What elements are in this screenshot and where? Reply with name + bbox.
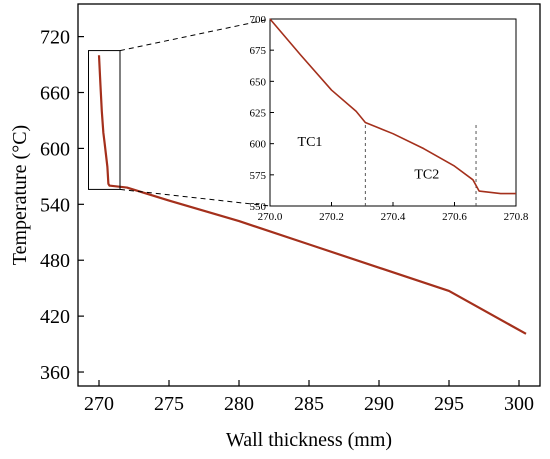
inset-x-tick-label: 270.8 bbox=[504, 211, 529, 223]
y-tick-label: 600 bbox=[40, 138, 70, 160]
x-tick-label: 280 bbox=[224, 393, 254, 415]
inset-plot-frame bbox=[269, 18, 517, 207]
inset-x-tick-label: 270.6 bbox=[442, 211, 467, 223]
inset-x-tick-label: 270.4 bbox=[381, 211, 406, 223]
y-tick-label: 480 bbox=[40, 250, 70, 272]
y-tick-label: 720 bbox=[40, 27, 70, 49]
inset-x-tick-label: 270.0 bbox=[258, 211, 283, 223]
inset-y-tick-label: 675 bbox=[250, 45, 267, 57]
y-tick-label: 540 bbox=[40, 194, 70, 216]
inset-y-tick-label: 600 bbox=[250, 139, 267, 151]
y-tick-label: 360 bbox=[40, 362, 70, 384]
y-tick-label: 420 bbox=[40, 306, 70, 328]
temperature-line bbox=[97, 55, 527, 335]
zoom-connector-bottom bbox=[119, 188, 271, 207]
y-axis-label: Temperature (°C) bbox=[9, 125, 31, 265]
x-tick-label: 275 bbox=[154, 393, 184, 415]
inset-temperature-line bbox=[269, 18, 516, 195]
y-tick-label: 660 bbox=[40, 83, 70, 105]
inset-y-tick-label: 700 bbox=[250, 14, 267, 26]
zoom-connector-top bbox=[119, 18, 271, 52]
inset-y-tick-label: 625 bbox=[250, 108, 267, 120]
zoom-box bbox=[88, 50, 121, 190]
x-tick-label: 285 bbox=[294, 393, 324, 415]
x-tick-label: 290 bbox=[364, 393, 394, 415]
inset-annotation-tc1: TC1 bbox=[298, 135, 323, 150]
inset-annotation-tc2: TC2 bbox=[414, 168, 439, 183]
inset-y-tick-label: 575 bbox=[250, 170, 267, 182]
x-tick-label: 270 bbox=[84, 393, 114, 415]
x-tick-label: 300 bbox=[504, 393, 534, 415]
x-tick-label: 295 bbox=[434, 393, 464, 415]
inset-x-tick-label: 270.2 bbox=[319, 211, 344, 223]
inset-y-tick-label: 550 bbox=[250, 201, 267, 213]
x-axis-label: Wall thickness (mm) bbox=[226, 429, 392, 451]
inset-y-tick-label: 650 bbox=[250, 76, 267, 88]
